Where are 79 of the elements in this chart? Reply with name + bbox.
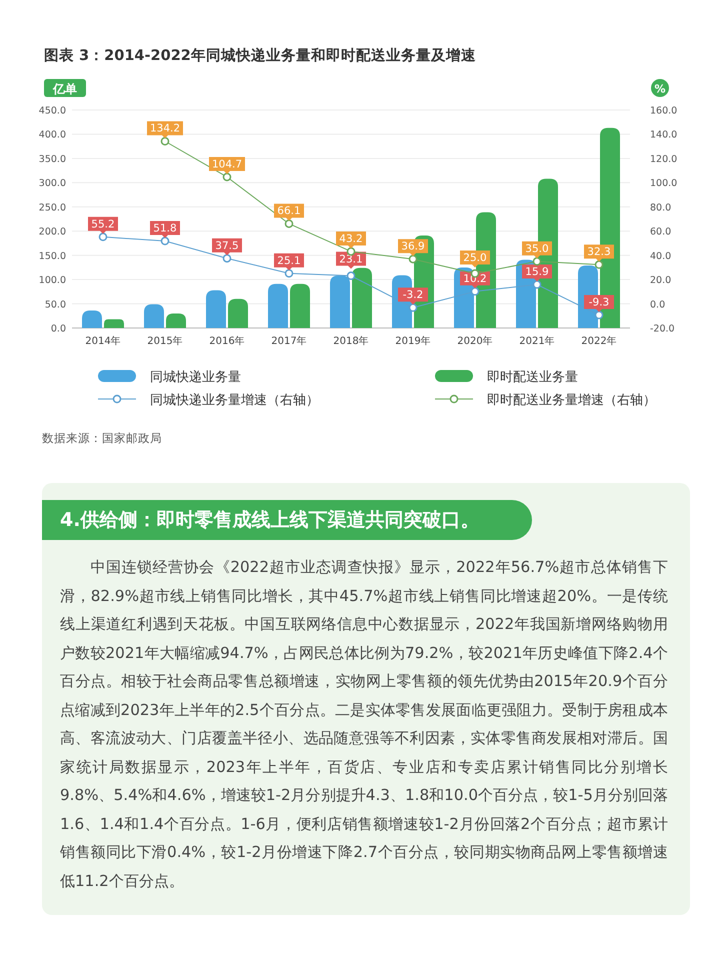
- bar: [268, 284, 288, 328]
- point: [408, 303, 418, 312]
- x-tick-label: 2020年: [457, 335, 493, 347]
- data-label: 15.9: [525, 266, 549, 278]
- bar: [290, 284, 310, 328]
- data-label: -3.2: [402, 289, 424, 302]
- x-tick-label: 2016年: [209, 335, 245, 347]
- y2-tick-label: 80.0: [650, 202, 672, 214]
- y2-tick-label: 40.0: [650, 250, 672, 262]
- bar: [228, 298, 248, 328]
- y-tick-label: 50.0: [44, 299, 66, 310]
- data-label: 32.3: [587, 246, 611, 258]
- point: [532, 280, 542, 289]
- point: [284, 219, 294, 228]
- y2-tick-label: 60.0: [650, 226, 672, 238]
- y2-axis-title: %: [654, 82, 666, 96]
- y2-tick-label: -20.0: [650, 324, 675, 334]
- point: [594, 260, 604, 269]
- data-label: 55.2: [91, 218, 115, 230]
- x-tick-label: 2022年: [581, 335, 617, 347]
- y2-tick-label: 120.0: [650, 154, 678, 165]
- y-tick-label: 300.0: [38, 178, 66, 190]
- point: [408, 254, 418, 264]
- x-tick-label: 2017年: [271, 335, 307, 347]
- point: [98, 232, 108, 242]
- legend-label: 同城快递业务量: [150, 370, 241, 385]
- data-label: 25.1: [277, 254, 301, 267]
- point: [470, 287, 480, 296]
- point: [160, 236, 170, 246]
- y2-tick-label: 20.0: [650, 275, 672, 286]
- data-label: 36.9: [401, 240, 425, 253]
- y-tick-label: 200.0: [38, 226, 66, 238]
- x-tick-label: 2021年: [519, 335, 555, 347]
- point: [160, 136, 170, 146]
- bar: [206, 290, 226, 328]
- y-tick-label: 100.0: [38, 275, 66, 286]
- x-tick-label: 2014年: [85, 335, 121, 347]
- x-tick-label: 2019年: [395, 335, 431, 347]
- bar: [144, 304, 164, 328]
- point: [222, 172, 232, 182]
- y-tick-label: 250.0: [38, 202, 66, 214]
- chart-title: 图表 3：2014-2022年同城快递业务量和即时配送业务量及增速: [44, 46, 477, 64]
- x-tick-label: 2018年: [333, 335, 369, 347]
- y-tick-label: 0.0: [50, 324, 66, 334]
- data-label: -9.3: [588, 296, 610, 309]
- text: 中国连锁经营协会《2022超市业态调查快报》显示，2022年56.7%超市总体销售下滑，82.9%超市线上销售同比增长，其中45.7%超市线上销售同比增速超20%。一是传统线上渠道红利遇到天花板。中国互联网络信息中心数据显示，2022年我国新增网络购物用户数较2021年大幅缩减94.7%，占网民总体比例为79.2%，较2021年历史峰值下降2.4个百分点。相较于社会商品零售总额增速，实物网上零售额的领先优势由2015年20.9个百分点缩减到2023年上半年的2.5个百分点。二是实体零售发展面临更强阻力。受制于房租成本高、客流波动大、门店覆盖半径小、选品随意强等不利因素，实体零售商发展相对滞后。国家统计局数据显示，2023年上半年，百货店、专业店和专卖店累计销售同比分别增长9.8%、5.4%和4.6%，增速较1-2月分别提升4.3、1.8和10.0个百分点，较1-5月分别回落1.6、1.4和1.4个百分点。1-6月，便利店销售额增速较1-2月份回落2个百分点；超市累计销售额同比下滑0.4%，较1-2月份增速下降2.7个百分点，较同期实物商品网上零售额增速低11.2个百分点。: [60, 558, 668, 890]
- legend-label: 即时配送业务量增速（右轴）: [487, 393, 656, 408]
- y-tick-label: 400.0: [38, 130, 66, 141]
- point: [284, 269, 294, 278]
- bar: [82, 310, 102, 328]
- point: [222, 254, 232, 263]
- data-label: 37.5: [215, 240, 239, 252]
- legend-label: 即时配送业务量: [487, 370, 578, 385]
- y2-tick-label: 100.0: [650, 178, 678, 190]
- point: [532, 257, 542, 266]
- y-tick-label: 150.0: [38, 250, 66, 262]
- point: [346, 272, 356, 280]
- bar: [330, 276, 350, 328]
- legend-label: 同城快递业务量增速（右轴）: [150, 393, 319, 408]
- data-label: 43.2: [339, 232, 363, 245]
- bar: [166, 313, 186, 328]
- source-note: 数据来源：国家邮政局: [42, 431, 162, 445]
- y-tick-label: 450.0: [38, 106, 66, 116]
- bar: [104, 319, 124, 328]
- y2-tick-label: 0.0: [650, 299, 666, 310]
- point: [594, 310, 604, 320]
- y-axis-title: 亿单: [52, 82, 77, 96]
- data-label: 134.2: [150, 122, 180, 135]
- y-tick-label: 350.0: [38, 154, 66, 165]
- data-label: 25.0: [463, 252, 487, 264]
- data-label: 23.1: [339, 253, 363, 266]
- y2-tick-label: 140.0: [650, 130, 678, 141]
- x-tick-label: 2015年: [147, 335, 183, 347]
- text: 4.供给侧：即时零售成线上线下渠道共同突破口。: [42, 500, 532, 540]
- data-label: 35.0: [525, 242, 549, 255]
- y2-tick-label: 160.0: [650, 106, 678, 116]
- data-label: 66.1: [277, 205, 301, 218]
- data-label: 51.8: [153, 222, 177, 235]
- data-label: 104.7: [212, 158, 242, 170]
